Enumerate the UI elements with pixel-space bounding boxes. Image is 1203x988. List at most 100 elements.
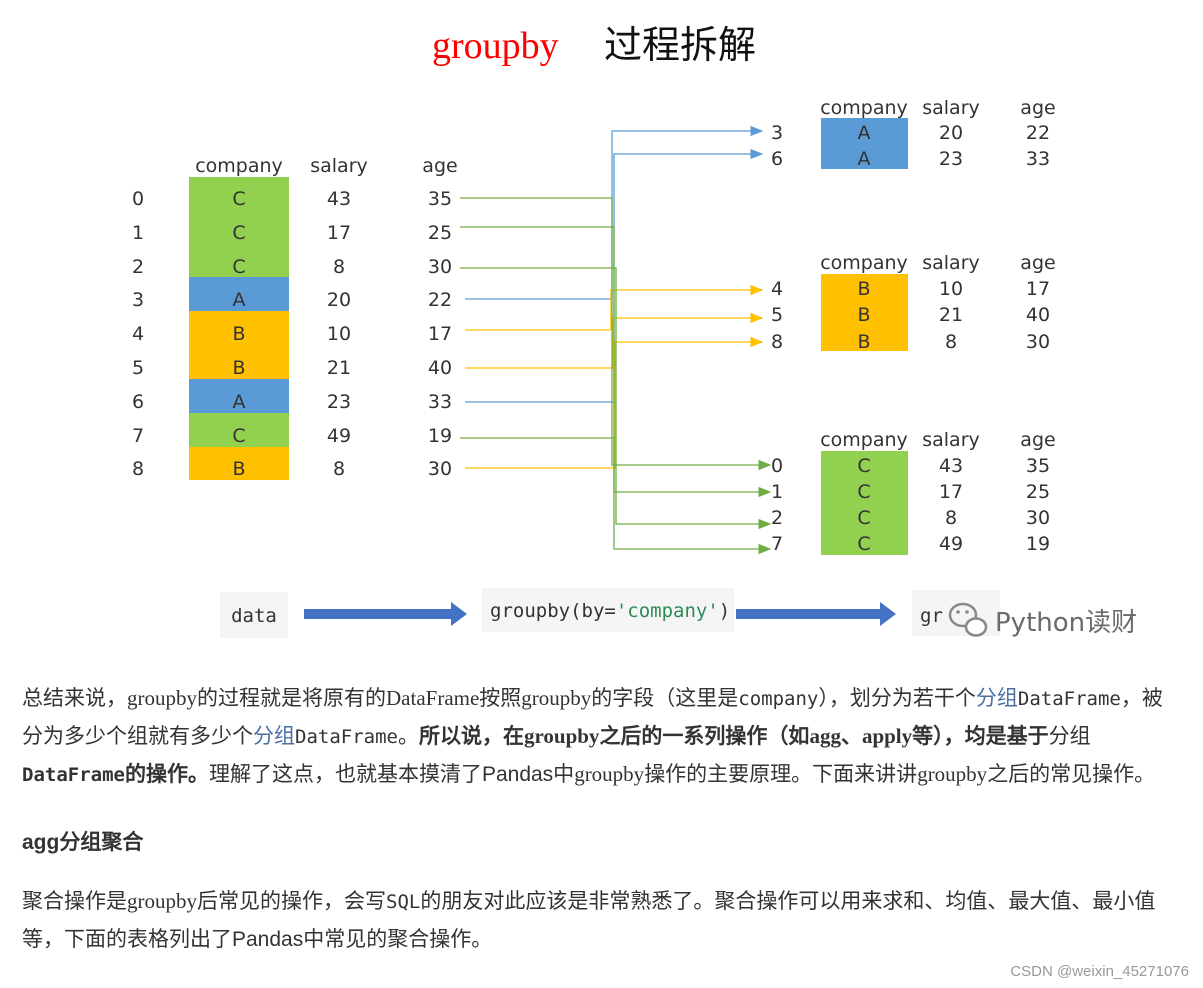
- group-b-row: 8 B 8 30: [771, 331, 1050, 353]
- svg-text:5: 5: [132, 357, 144, 379]
- section-heading: agg分组聚合: [22, 831, 144, 854]
- svg-text:7: 7: [771, 533, 783, 555]
- paragraph-agg: 聚合操作是groupby后常见的操作，会写SQL的朋友对此应该是非常熟悉了。聚合…: [22, 889, 1156, 951]
- header-company: company: [195, 155, 283, 177]
- svg-text:33: 33: [428, 391, 452, 413]
- svg-text:0: 0: [132, 188, 144, 210]
- svg-text:C: C: [857, 533, 870, 555]
- svg-text:company: company: [820, 429, 908, 451]
- svg-text:salary: salary: [922, 252, 980, 274]
- svg-text:age: age: [1020, 97, 1055, 119]
- svg-text:B: B: [857, 278, 870, 300]
- svg-text:8: 8: [333, 458, 345, 480]
- svg-text:30: 30: [1026, 507, 1050, 529]
- svg-text:5: 5: [771, 304, 783, 326]
- svg-text:C: C: [857, 455, 870, 477]
- group-a-row: 3 A 20 22: [771, 122, 1050, 144]
- svg-text:C: C: [232, 188, 245, 210]
- svg-text:B: B: [232, 458, 245, 480]
- svg-text:49: 49: [939, 533, 963, 555]
- svg-text:B: B: [857, 331, 870, 353]
- flow-arrow-2: [736, 602, 896, 626]
- source-row: 7 C 49 19: [132, 425, 452, 447]
- source-row: 6 A 23 33: [132, 391, 452, 413]
- svg-text:B: B: [232, 323, 245, 345]
- svg-text:1: 1: [771, 481, 783, 503]
- svg-text:C: C: [232, 222, 245, 244]
- svg-text:40: 40: [1026, 304, 1050, 326]
- group-c-table: company salary age 0 C 43 35 1 C 17 25 2…: [771, 429, 1056, 555]
- svg-text:3: 3: [132, 289, 144, 311]
- svg-text:40: 40: [428, 357, 452, 379]
- source-row: 2 C 8 30: [132, 256, 452, 278]
- svg-text:company: company: [820, 252, 908, 274]
- svg-text:A: A: [858, 148, 871, 170]
- svg-text:company: company: [820, 97, 908, 119]
- group-b-row: 4 B 10 17: [771, 278, 1050, 300]
- svg-text:19: 19: [428, 425, 452, 447]
- svg-text:35: 35: [1026, 455, 1050, 477]
- svg-text:22: 22: [428, 289, 452, 311]
- svg-text:20: 20: [327, 289, 351, 311]
- svg-text:25: 25: [428, 222, 452, 244]
- svg-text:30: 30: [428, 458, 452, 480]
- source-row: 3 A 20 22: [132, 289, 452, 311]
- group-c-row: 1 C 17 25: [771, 481, 1050, 503]
- svg-text:17: 17: [939, 481, 963, 503]
- group-b-row: 5 B 21 40: [771, 304, 1050, 326]
- svg-text:8: 8: [945, 507, 957, 529]
- svg-text:C: C: [232, 256, 245, 278]
- svg-text:8: 8: [132, 458, 144, 480]
- svg-text:salary: salary: [922, 429, 980, 451]
- svg-text:17: 17: [327, 222, 351, 244]
- svg-text:0: 0: [771, 455, 783, 477]
- svg-text:25: 25: [1026, 481, 1050, 503]
- svg-text:23: 23: [939, 148, 963, 170]
- svg-text:4: 4: [771, 278, 783, 300]
- svg-text:salary: salary: [922, 97, 980, 119]
- svg-text:20: 20: [939, 122, 963, 144]
- svg-text:8: 8: [771, 331, 783, 353]
- svg-text:17: 17: [1026, 278, 1050, 300]
- source-row: 1 C 17 25: [132, 222, 452, 244]
- svg-text:age: age: [1020, 252, 1055, 274]
- source-row: 4 B 10 17: [132, 323, 452, 345]
- svg-text:C: C: [857, 481, 870, 503]
- source-row: 5 B 21 40: [132, 357, 452, 379]
- watermark: Python读财: [995, 608, 1137, 638]
- flow-row: data groupby(by='company') gr Python读财: [220, 588, 1137, 638]
- svg-text:2: 2: [771, 507, 783, 529]
- group-a-row: 6 A 23 33: [771, 148, 1050, 170]
- paragraph-summary: 总结来说，groupby的过程就是将原有的DataFrame按照groupby的…: [22, 686, 1163, 786]
- group-connectors: [460, 125, 772, 555]
- svg-text:35: 35: [428, 188, 452, 210]
- svg-text:8: 8: [945, 331, 957, 353]
- svg-text:6: 6: [132, 391, 144, 413]
- svg-text:30: 30: [1026, 331, 1050, 353]
- svg-text:10: 10: [939, 278, 963, 300]
- source-row: 8 B 8 30: [132, 458, 452, 480]
- svg-text:7: 7: [132, 425, 144, 447]
- svg-text:21: 21: [327, 357, 351, 379]
- article-body: 总结来说，groupby的过程就是将原有的DataFrame按照groupby的…: [22, 680, 1182, 958]
- flow-result-label: gr: [920, 605, 943, 627]
- svg-text:8: 8: [333, 256, 345, 278]
- svg-text:B: B: [232, 357, 245, 379]
- svg-text:22: 22: [1026, 122, 1050, 144]
- flow-groupby-call: groupby(by='company'): [490, 600, 730, 622]
- svg-text:19: 19: [1026, 533, 1050, 555]
- flow-arrow-1: [304, 602, 467, 626]
- svg-text:43: 43: [327, 188, 351, 210]
- svg-text:4: 4: [132, 323, 144, 345]
- svg-text:C: C: [857, 507, 870, 529]
- header-age: age: [422, 155, 457, 177]
- svg-text:49: 49: [327, 425, 351, 447]
- svg-text:A: A: [233, 289, 246, 311]
- svg-text:A: A: [233, 391, 246, 413]
- svg-text:3: 3: [771, 122, 783, 144]
- source-table: company salary age 0 C 43 35 1 C 17 25 2…: [132, 155, 458, 480]
- group-c-row: 7 C 49 19: [771, 533, 1050, 555]
- svg-text:2: 2: [132, 256, 144, 278]
- svg-text:C: C: [232, 425, 245, 447]
- flow-data-label: data: [231, 605, 277, 627]
